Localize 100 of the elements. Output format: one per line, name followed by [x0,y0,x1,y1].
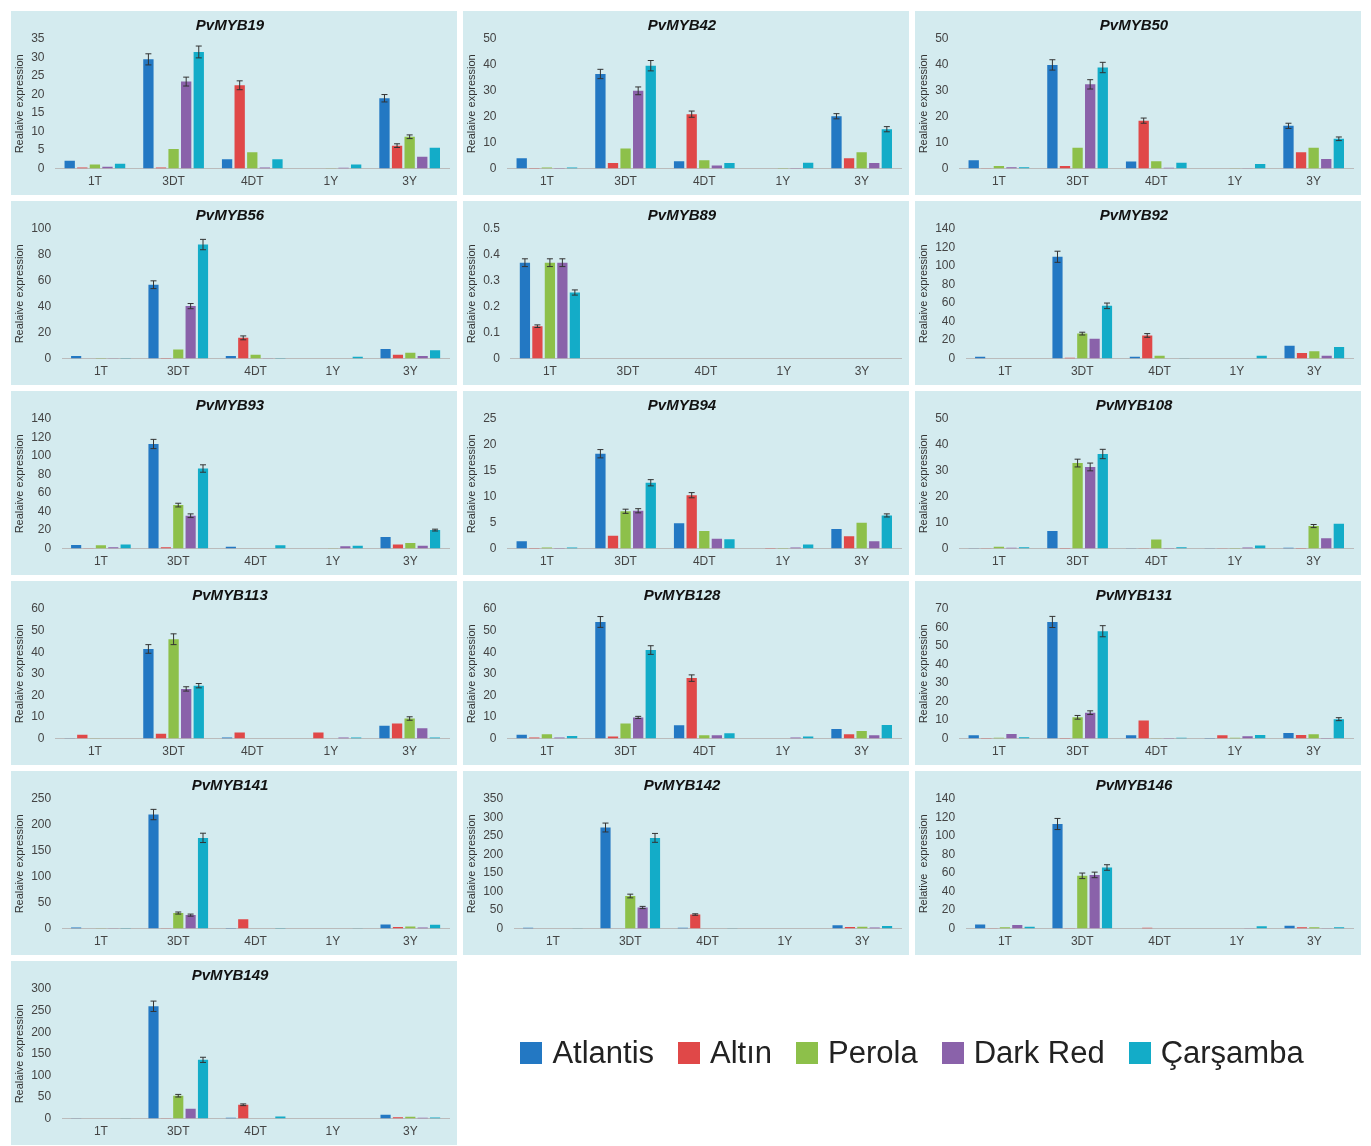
bar [181,688,192,739]
y-tick-label: 200 [31,1024,52,1039]
bar [686,495,697,549]
bar [673,523,685,549]
x-tick-label: 1T [991,174,1007,189]
y-axis-title: Realaive expression [916,434,929,534]
bar [1097,67,1108,169]
y-tick-label: 300 [31,981,52,996]
bar [633,510,644,549]
y-tick-label: 0 [37,730,45,745]
x-tick-label: 3Y [402,554,418,569]
bar [975,924,986,929]
bar [843,158,855,169]
y-tick-label: 0 [44,1110,52,1125]
x-tick-label: 3DT [614,744,638,759]
y-tick-label: 25 [31,68,45,83]
y-tick-label: 200 [483,846,504,861]
x-tick-label: 4DT [694,364,718,379]
bar [1309,351,1320,359]
y-tick-label: 50 [935,638,949,653]
bar [1072,147,1083,169]
bar [1333,138,1344,169]
y-tick-label: 50 [935,31,949,46]
y-tick-label: 20 [37,522,52,537]
bar [595,73,606,169]
x-tick-label: 1Y [323,174,339,189]
bar [173,505,184,549]
bar [724,733,735,739]
x-tick-label: 4DT [692,174,717,189]
y-tick-label: 20 [31,86,45,101]
bar [1077,333,1088,359]
y-tick-label: 0 [44,920,52,935]
bar [1089,338,1100,359]
bar [802,736,814,739]
legend-label: Altın [710,1035,773,1071]
bar [148,443,159,549]
x-tick-label: 1T [539,554,555,569]
x-tick-label: 4DT [240,174,265,189]
x-tick-label: 4DT [1144,744,1169,759]
y-tick-label: 140 [935,791,956,806]
x-tick-label: 3Y [1306,364,1322,379]
bar [832,925,843,929]
chart-title: PvMYB146 [1095,776,1173,794]
y-tick-label: 0 [44,350,52,365]
bar [380,924,391,929]
bar [1077,875,1088,929]
y-tick-label: 30 [483,666,497,681]
y-tick-label: 40 [37,503,52,518]
x-tick-label: 4DT [692,554,717,569]
x-tick-label: 1T [997,364,1013,379]
bar [1097,631,1108,739]
x-tick-label: 1T [93,934,109,949]
bar [673,725,685,739]
bar [1138,720,1149,739]
y-tick-label: 50 [935,411,949,426]
y-axis-title: Realaive expression [464,434,477,534]
legend-label: Perola [828,1035,918,1071]
bar [645,650,656,739]
bar [1101,867,1113,929]
y-tick-label: 50 [483,622,497,637]
bar [379,725,390,739]
x-tick-label: 3DT [166,1124,191,1139]
y-tick-label: 30 [483,83,497,98]
bar [193,51,204,169]
x-tick-label: 1Y [775,744,791,759]
y-tick-label: 35 [31,31,45,46]
x-tick-label: 1T [87,744,103,759]
bar [843,536,855,549]
legend-label: Atlantis [552,1035,655,1071]
bar [831,528,842,549]
y-tick-label: 0 [496,920,504,935]
bar [633,717,644,739]
bar [143,648,154,739]
bar [869,735,880,739]
bar [120,544,131,549]
bar [633,90,644,169]
y-tick-label: 0.2 [483,299,501,314]
y-tick-label: 60 [31,601,45,616]
y-tick-label: 10 [483,134,497,149]
y-tick-label: 60 [37,273,52,288]
y-axis-title: Realaive expression [464,624,477,724]
bar [595,621,606,739]
bar [430,350,441,359]
y-tick-label: 15 [483,463,497,478]
y-axis-title: Realaive expression [464,814,477,914]
x-tick-label: 3DT [166,364,191,379]
x-tick-label: 3DT [1066,744,1090,759]
bar [148,1006,159,1119]
x-tick-label: 1Y [775,554,791,569]
y-axis-title: Realaive expression [12,814,25,914]
x-tick-label: 1T [87,174,103,189]
bar [869,541,880,549]
chart-title: PvMYB56 [195,206,265,224]
bar [404,136,415,169]
y-tick-label: 80 [37,247,52,262]
bar [193,685,204,739]
y-tick-label: 100 [31,448,52,463]
bar [968,160,979,169]
bar [185,306,196,359]
x-tick-label: 3Y [854,364,870,379]
